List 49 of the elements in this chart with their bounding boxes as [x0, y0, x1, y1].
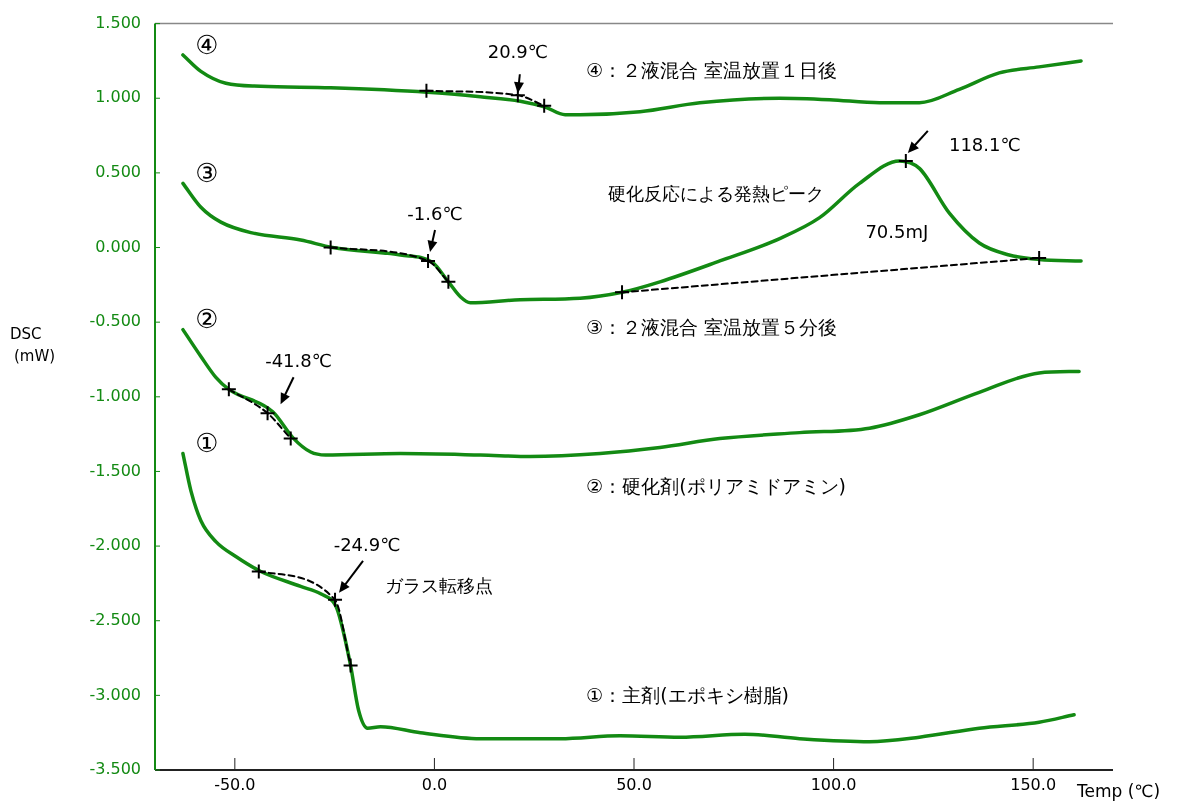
annotation: ③: [195, 158, 219, 189]
y-axis-title: DSC (mW): [10, 324, 56, 365]
annotation: -41.8℃: [265, 349, 332, 371]
x-tick-label: -50.0: [214, 774, 256, 794]
series-label: ②：硬化剤(ポリアミドアミン): [586, 475, 846, 498]
annotation: ①: [195, 428, 219, 459]
y-tick-label: -2.500: [89, 609, 141, 629]
line-series: [181, 159, 1083, 305]
y-tick-label: 0.500: [95, 162, 141, 182]
y-tick-label: 0.000: [95, 236, 141, 256]
y-tick-label: 1.000: [95, 87, 141, 107]
annotation: 硬化反応による発熱ピーク: [607, 182, 824, 204]
y-tick-label: 1.500: [95, 12, 141, 32]
y-tick-label: -1.500: [89, 460, 141, 480]
annotation: ④: [195, 29, 219, 60]
annotation: 20.9℃: [487, 40, 548, 62]
annotation: -1.6℃: [407, 202, 463, 224]
y-tick-label: -1.000: [89, 385, 141, 405]
x-tick-label: 50.0: [616, 774, 652, 794]
point: [342, 657, 359, 674]
point: [220, 381, 237, 398]
point: [322, 239, 339, 256]
point: [1031, 249, 1048, 266]
y-tick-label: -3.500: [89, 759, 141, 779]
point: [282, 430, 299, 447]
point: [440, 273, 457, 290]
series-label: ①：主剤(エポキシ樹脂): [586, 684, 789, 707]
series-label: ③：２液混合 室温放置５分後: [586, 316, 838, 339]
point: [418, 82, 435, 99]
point: [250, 563, 267, 580]
x-tick-label: 100.0: [810, 774, 857, 794]
x-axis-title: Temp (℃): [1076, 780, 1161, 801]
point: [897, 152, 914, 169]
annotation: 118.1℃: [948, 133, 1021, 155]
y-tick-label: -3.000: [89, 684, 141, 704]
y-tick-label: -0.500: [89, 311, 141, 331]
series-label: ④：２液混合 室温放置１日後: [586, 59, 838, 82]
x-tick-label: 150.0: [1010, 774, 1057, 794]
annotation: ガラス転移点: [385, 575, 494, 597]
point: [327, 591, 344, 608]
annotation: -24.9℃: [333, 534, 401, 556]
y-tick-label: -2.000: [89, 535, 141, 555]
point: [536, 97, 553, 114]
point: [420, 252, 437, 269]
line-series: [181, 451, 1076, 744]
x-tick-label: 0.0: [421, 774, 448, 794]
annotation: ②: [195, 304, 219, 335]
point: [614, 284, 631, 301]
annotation: 70.5mJ: [865, 220, 929, 242]
